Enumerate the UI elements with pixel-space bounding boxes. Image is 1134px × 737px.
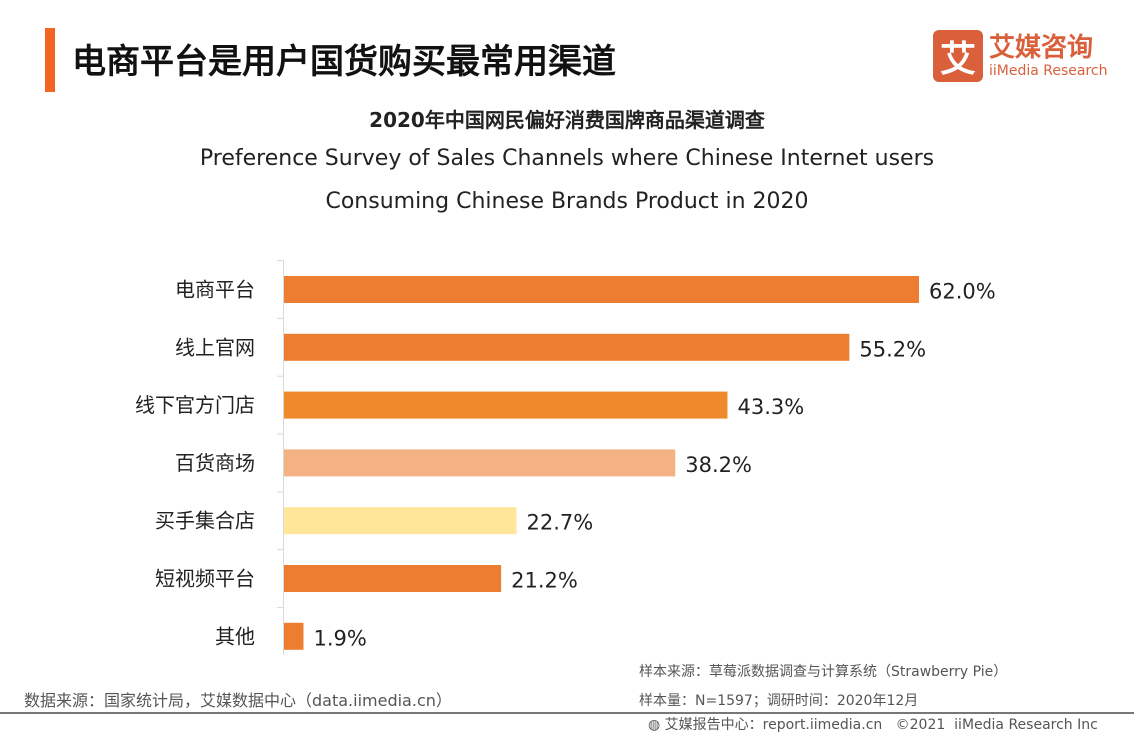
category-label: 其他	[215, 624, 255, 648]
chart-subtitle-1: Preference Survey of Sales Channels wher…	[199, 146, 935, 171]
report-footer: ◍ 艾媒报告中心：report.iimedia.cn ©2021 iiMedia…	[648, 714, 1098, 734]
title-accent-bar	[45, 28, 55, 92]
bar	[284, 333, 850, 361]
category-label: 短视频平台	[155, 567, 255, 591]
sample-size: 样本量：N=1597；调研时间：2020年12月	[639, 693, 919, 709]
bar	[284, 276, 919, 303]
bar	[284, 449, 676, 477]
globe-icon: ◍	[648, 717, 665, 733]
chart-subtitle-2: Consuming Chinese Brands Product in 2020	[325, 189, 809, 214]
data-label: 21.2%	[511, 569, 578, 593]
category-label: 买手集合店	[155, 509, 255, 533]
logo: 艾 艾媒咨询 iiMedia Research	[933, 30, 1108, 82]
bar	[284, 391, 728, 419]
chart-title: 2020年中国网民偏好消费国牌商品渠道调查	[369, 108, 765, 132]
category-label: 电商平台	[175, 278, 255, 302]
logo-mark: 艾	[933, 30, 983, 82]
data-label: 62.0%	[929, 280, 996, 304]
sample-source: 样本来源：草莓派数据调查与计算系统（Strawberry Pie）	[639, 664, 1008, 680]
data-label: 22.7%	[526, 511, 593, 535]
footer-divider	[0, 712, 1134, 714]
data-label: 38.2%	[685, 453, 752, 477]
bar	[284, 622, 304, 650]
category-label: 线下官方门店	[135, 393, 255, 417]
data-label: 55.2%	[859, 337, 926, 361]
data-source: 数据来源：国家统计局，艾媒数据中心（data.iimedia.cn）	[24, 691, 452, 710]
page-title: 电商平台是用户国货购买最常用渠道	[72, 42, 616, 82]
bar	[284, 507, 517, 535]
bar-chart: 电商平台 62.0% 线上官网 55.2% 线下官方门店 43.3% 百货商场 38.2% 买手…	[135, 260, 996, 655]
logo-en: iiMedia Research	[989, 63, 1108, 79]
category-label: 百货商场	[175, 451, 255, 475]
category-label: 线上官网	[175, 335, 255, 359]
bar	[284, 565, 502, 592]
report-text: 艾媒报告中心：report.iimedia.cn ©2021 iiMedia R…	[664, 717, 1098, 733]
data-label: 43.3%	[737, 395, 804, 419]
data-label: 1.9%	[313, 626, 366, 650]
logo-cn: 艾媒咨询	[989, 33, 1094, 63]
